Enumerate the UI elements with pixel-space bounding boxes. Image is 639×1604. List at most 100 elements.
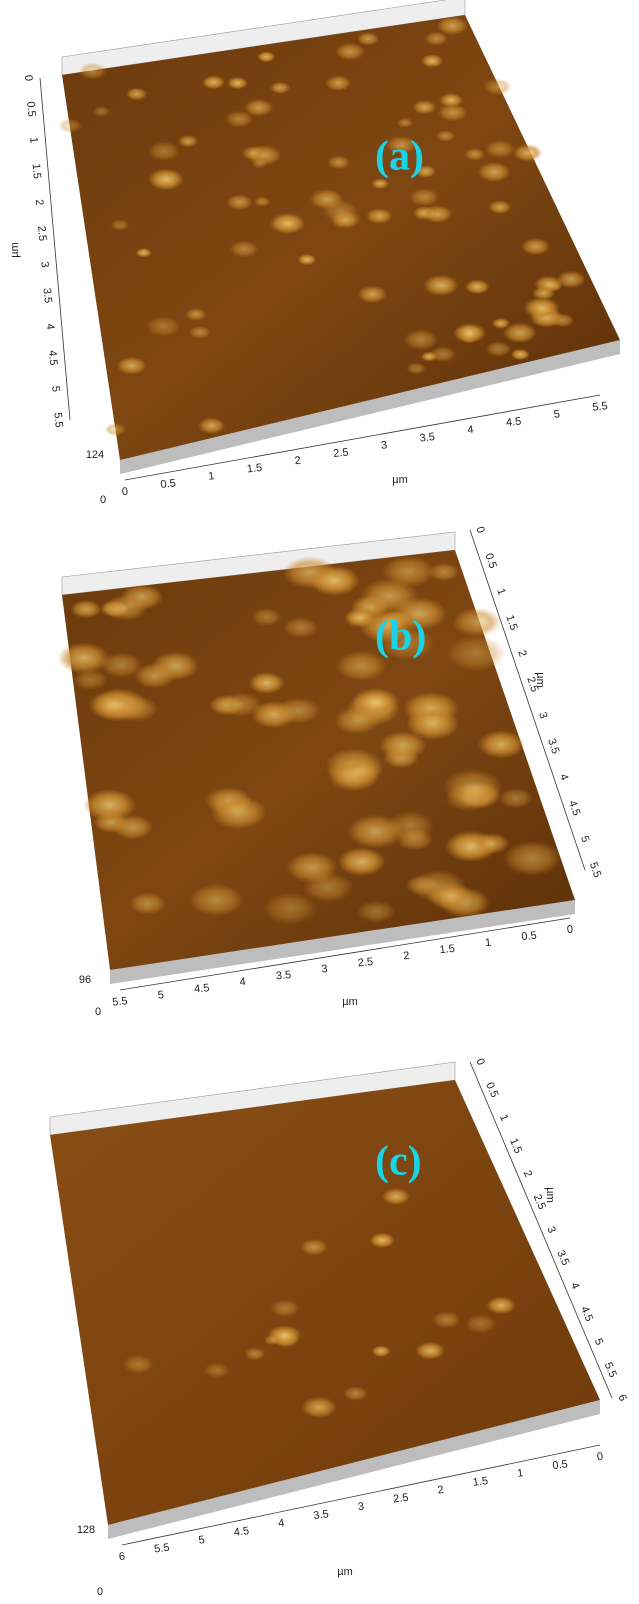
surface-feature <box>338 847 386 876</box>
surface-feature <box>503 841 562 876</box>
z-max-label: 124 <box>86 449 104 461</box>
surface-feature <box>300 1239 328 1256</box>
surface-feature <box>357 32 379 45</box>
panel-label: (a) <box>375 134 424 180</box>
surface-feature <box>342 758 384 783</box>
tick-label: 0 <box>473 1057 486 1067</box>
tick-label: 5 <box>553 408 560 421</box>
tick-label: 0.5 <box>521 930 537 943</box>
z-max-label: 96 <box>79 974 91 986</box>
panel-label: (c) <box>375 1139 422 1185</box>
tick-label: 5.5 <box>51 412 64 428</box>
surface-feature <box>129 892 166 914</box>
surface-feature <box>477 162 510 182</box>
tick-label: 1 <box>485 937 492 950</box>
surface-feature <box>283 617 318 638</box>
tick-label: 1 <box>494 587 507 597</box>
tick-label: 4 <box>568 1281 581 1291</box>
surface-feature <box>301 1397 337 1418</box>
tick-label: 4.5 <box>46 350 59 366</box>
surface-feature <box>372 1345 391 1357</box>
surface-feature <box>427 882 473 910</box>
surface-feature <box>486 341 512 356</box>
tick-label: 1.5 <box>503 614 519 632</box>
tick-label: 0 <box>121 486 128 499</box>
surface-feature <box>221 692 262 716</box>
surface-feature <box>465 1314 497 1333</box>
tick-label: 5.5 <box>112 995 128 1008</box>
surface-feature <box>264 1335 281 1345</box>
surface-feature <box>382 556 435 588</box>
surface-feature <box>446 635 506 671</box>
surface-feature <box>334 707 379 734</box>
tick-label: 5 <box>49 385 61 392</box>
axis-unit: µm <box>534 672 546 688</box>
tick-label: 4.5 <box>578 1305 595 1324</box>
tick-label: 2 <box>403 950 410 963</box>
tick-label: 4.5 <box>566 799 582 817</box>
surface-feature <box>244 1348 265 1361</box>
surface-feature <box>370 1233 395 1248</box>
surface-feature <box>421 54 443 67</box>
surface-feature <box>104 595 147 621</box>
tick-label: 1.5 <box>246 462 262 476</box>
surface-feature <box>105 423 127 436</box>
surface-feature <box>58 118 82 132</box>
surface-feature <box>134 663 176 688</box>
surface-feature <box>276 697 320 723</box>
surface-feature <box>79 63 107 80</box>
tick-label: 0.5 <box>24 101 37 117</box>
z-min-label: 0 <box>95 1006 101 1018</box>
tick-label: 5 <box>578 834 591 844</box>
tick-label: 3.5 <box>545 737 561 755</box>
surface-feature <box>298 254 317 265</box>
axis-unit: µm <box>544 1187 556 1203</box>
surface-feature <box>423 275 458 296</box>
tick-label: 2.5 <box>35 225 48 241</box>
tick-label: 3 <box>357 1501 365 1514</box>
surface-feature <box>325 75 351 91</box>
surface-feature <box>524 297 560 319</box>
afm-panel: 00.511.522.533.544.555.5665.554.543.532.… <box>50 1057 629 1598</box>
tick-label: 2 <box>437 1484 445 1497</box>
tick-label: 3 <box>380 439 387 452</box>
tick-label: 0.5 <box>482 552 498 570</box>
tick-label: 1 <box>27 137 39 144</box>
surface-feature <box>251 608 281 626</box>
surface-feature <box>83 789 136 821</box>
tick-label: 2.5 <box>392 1492 409 1506</box>
surface-feature <box>327 156 350 170</box>
tick-label: 1 <box>208 470 215 483</box>
tick-label: 4.5 <box>505 416 521 430</box>
surface-feature <box>204 1363 229 1378</box>
surface-feature <box>432 1311 461 1328</box>
panel-label: (b) <box>375 614 426 660</box>
surface-feature <box>357 900 395 923</box>
z-min-label: 0 <box>97 1586 103 1598</box>
tick-label: 3.5 <box>554 1249 571 1268</box>
axis-unit: µm <box>392 474 408 486</box>
surface-feature <box>413 100 436 114</box>
tick-label: 3 <box>38 261 50 268</box>
tick-label: 1.5 <box>30 163 43 179</box>
surface-feature <box>225 111 253 128</box>
surface-feature <box>465 279 490 294</box>
tick-label: 3 <box>544 1225 557 1235</box>
axis-unit: µm <box>342 996 358 1008</box>
surface-feature <box>406 363 426 375</box>
z-min-label: 0 <box>100 494 106 506</box>
surface-feature <box>499 788 533 808</box>
surface-feature <box>148 142 180 161</box>
surface-feature <box>211 796 267 830</box>
tick-label: 0 <box>596 1451 604 1464</box>
surface-feature <box>438 104 468 122</box>
surface-feature <box>189 326 211 339</box>
surface-feature <box>93 106 111 117</box>
axis-unit: µm <box>337 1566 353 1578</box>
surface-feature <box>126 88 147 101</box>
surface-feature <box>227 77 248 89</box>
surface-feature <box>486 1297 516 1315</box>
surface-feature <box>485 140 515 158</box>
tick-label: 2 <box>515 649 528 659</box>
tick-label: 0.5 <box>483 1081 500 1100</box>
